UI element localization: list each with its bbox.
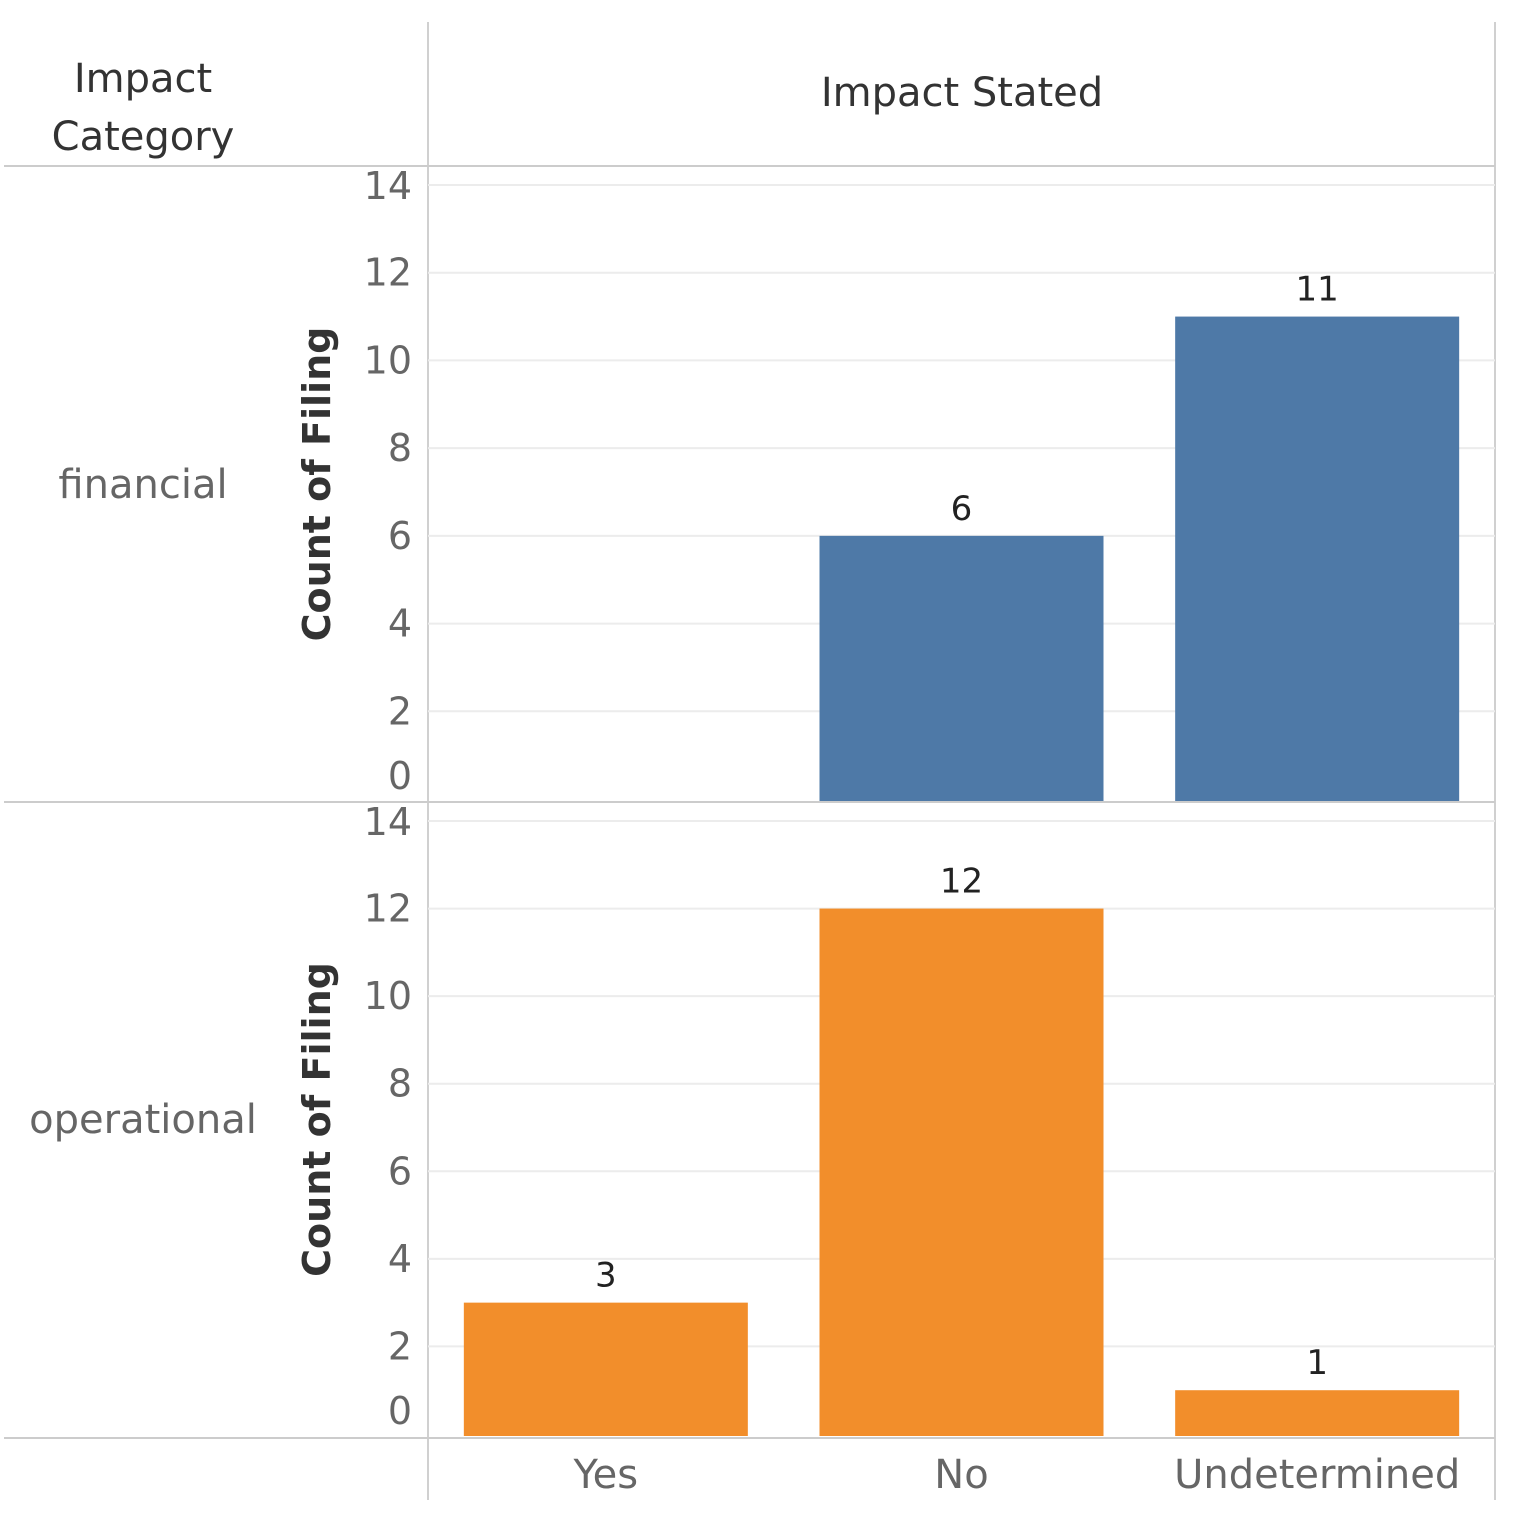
bar-financial-no (819, 535, 1104, 801)
y-axis-title-financial: Count of Filing (295, 327, 339, 642)
row-dimension-header-line2: Category (51, 114, 235, 160)
panel-label-financial: financial (58, 462, 228, 508)
y-tick-operational-0: 0 (388, 1389, 412, 1433)
data-label-operational-no: 12 (940, 862, 983, 902)
data-label-operational-yes: 3 (595, 1256, 617, 1296)
row-dimension-header: Impact Category (0, 50, 286, 166)
y-tick-financial-14: 14 (364, 164, 412, 208)
y-tick-financial-4: 4 (388, 602, 412, 646)
panel-label-operational: operational (29, 1097, 257, 1143)
bar-operational-yes (463, 1302, 748, 1436)
y-tick-financial-12: 12 (364, 251, 412, 295)
y-tick-operational-4: 4 (388, 1237, 412, 1281)
y-tick-operational-6: 6 (388, 1149, 412, 1193)
bar-operational-no (819, 908, 1104, 1436)
y-tick-operational-10: 10 (364, 974, 412, 1018)
y-tick-operational-2: 2 (388, 1324, 412, 1368)
y-tick-financial-0: 0 (388, 754, 412, 798)
y-tick-financial-6: 6 (388, 514, 412, 558)
row-dimension-header-line1: Impact (73, 56, 213, 102)
data-label-financial-undetermined: 11 (1296, 270, 1339, 310)
y-axis-title-operational: Count of Filing (295, 962, 339, 1277)
x-tick-undetermined: Undetermined (1174, 1452, 1460, 1498)
x-tick-yes: Yes (573, 1452, 639, 1498)
y-tick-operational-12: 12 (364, 887, 412, 931)
y-tick-operational-8: 8 (388, 1062, 412, 1106)
y-tick-operational-14: 14 (364, 800, 412, 844)
bar-financial-undetermined (1175, 316, 1460, 801)
x-tick-no: No (934, 1452, 988, 1498)
data-label-operational-undetermined: 1 (1306, 1343, 1328, 1383)
bar-operational-undetermined (1175, 1390, 1460, 1436)
y-tick-financial-8: 8 (388, 426, 412, 470)
y-tick-financial-2: 2 (388, 689, 412, 733)
y-tick-financial-10: 10 (364, 338, 412, 382)
data-label-financial-no: 6 (951, 489, 973, 529)
column-dimension-header: Impact Stated (820, 70, 1104, 116)
